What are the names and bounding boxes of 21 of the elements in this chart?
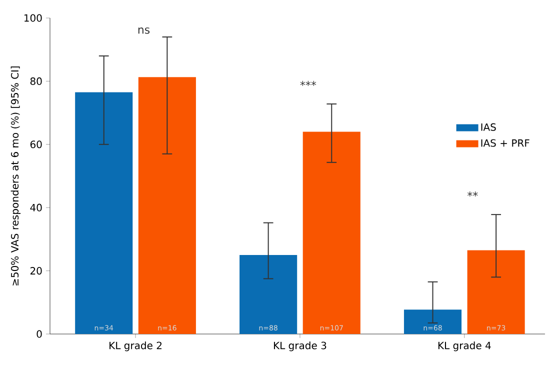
y-tick-label: 60 [30, 140, 42, 148]
bar [240, 255, 298, 334]
bar [467, 250, 525, 334]
x-tick-label: KL grade 3 [274, 342, 326, 352]
x-tick-label: KL grade 4 [438, 342, 491, 352]
legend-label: IAS [481, 123, 496, 131]
bar [138, 77, 196, 334]
x-tick-label: KL grade 2 [110, 342, 162, 352]
annotation: ns [138, 27, 150, 34]
y-axis-title: ≥50% VAS responders at 6 mo (%) [95% CI] [10, 66, 21, 286]
y-tick-label: 20 [30, 267, 42, 275]
annotation: ** [467, 192, 478, 197]
y-tick-label: 0 [36, 330, 42, 338]
y-tick-label: 80 [30, 77, 42, 85]
annotation: *** [300, 80, 316, 86]
legend-label: IAS + PRF [481, 139, 530, 147]
y-tick-label: 100 [24, 14, 42, 22]
bar [75, 92, 133, 334]
bar [404, 310, 462, 334]
bar [302, 132, 360, 334]
y-tick-label: 40 [30, 204, 42, 212]
